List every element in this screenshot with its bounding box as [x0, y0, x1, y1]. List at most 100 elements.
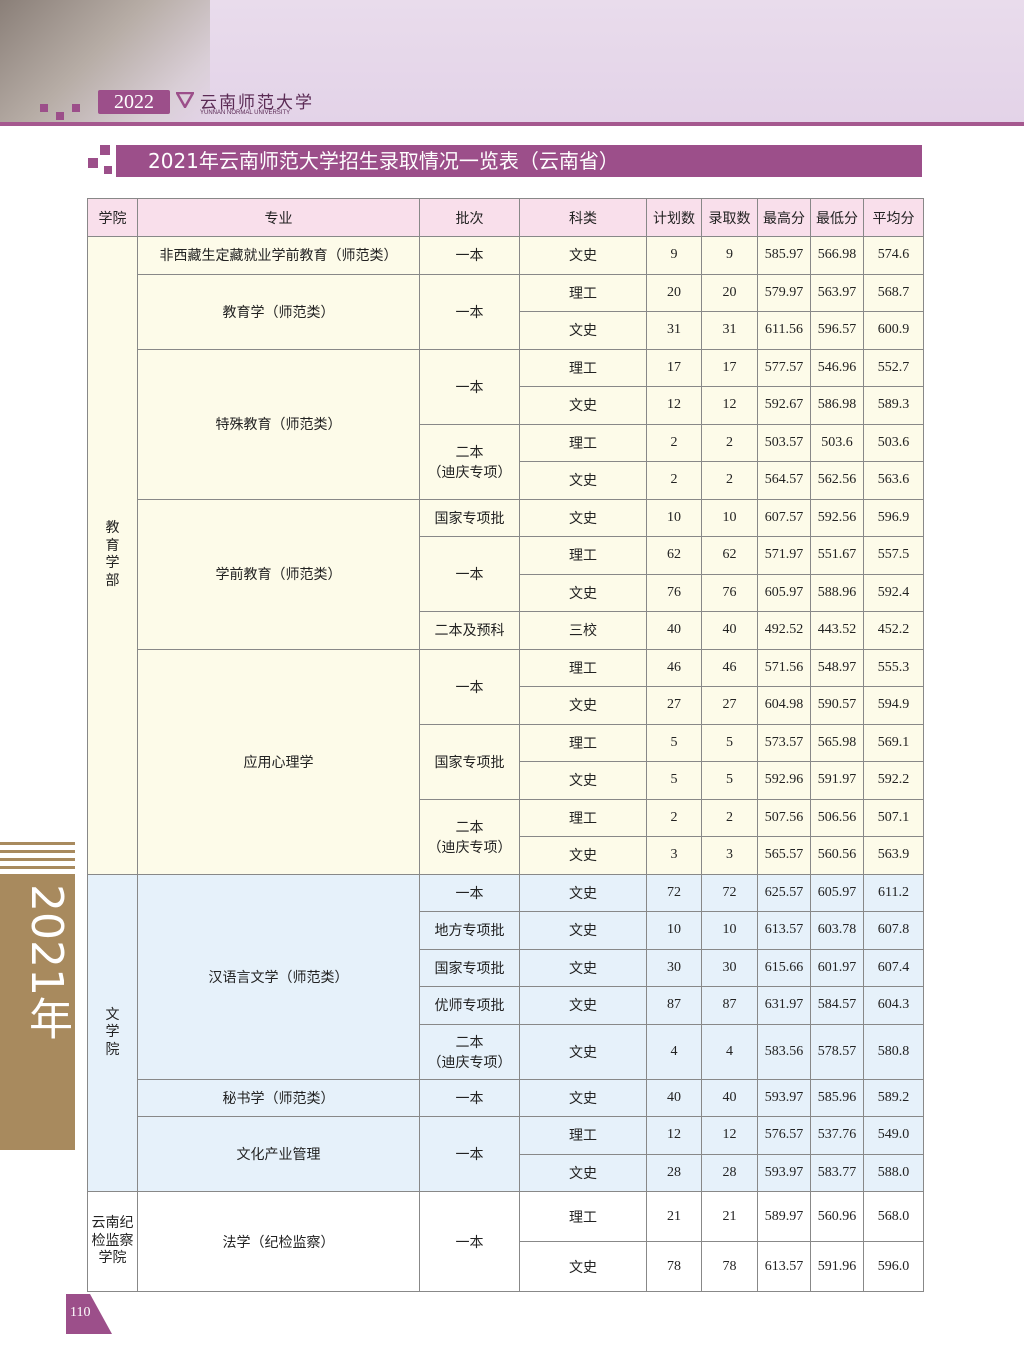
decor	[0, 842, 75, 845]
batch-cell: 一本	[419, 1078, 520, 1117]
plan: 46	[646, 648, 702, 687]
min-score: 548.97	[810, 648, 864, 687]
admitted: 78	[701, 1241, 758, 1292]
max-score: 607.57	[757, 498, 811, 537]
admitted: 40	[701, 1078, 758, 1117]
plan: 30	[646, 948, 702, 987]
column-header: 最高分	[757, 198, 811, 237]
admitted: 27	[701, 686, 758, 725]
min-score: 563.97	[810, 273, 864, 312]
subject: 理工	[519, 1191, 647, 1242]
subject: 文史	[519, 461, 647, 500]
subject: 理工	[519, 1116, 647, 1155]
admitted: 2	[701, 798, 758, 837]
side-band: 2021年	[0, 840, 75, 1150]
avg-score: 552.7	[863, 348, 924, 387]
admission-table: 学院 专业 批次 科类 计划数 录取数 最高分 最低分 平均分 教育学部 非西藏生定藏就业学前教育…	[87, 198, 924, 1292]
avg-score: 611.2	[863, 873, 924, 912]
subject: 文史	[519, 1078, 647, 1117]
table-row: 应用心理学 一本 理工 46 46 571.56 548.97 555.3	[87, 648, 924, 875]
min-score: 566.98	[810, 236, 864, 275]
batch-cell: 国家专项批	[419, 498, 520, 537]
page-number-bg	[66, 1294, 112, 1334]
avg-score: 589.2	[863, 1078, 924, 1117]
header-row: 学院 专业 批次 科类 计划数 录取数 最高分 最低分 平均分	[87, 198, 924, 237]
major-cell: 秘书学（师范类）	[137, 1078, 420, 1117]
major-cell: 应用心理学	[137, 648, 420, 875]
table-row: 文学院 汉语言文学（师范类） 一本 文史 72 72 625.57 605.97 611.2	[87, 873, 924, 1192]
max-score: 605.97	[757, 573, 811, 612]
subject: 理工	[519, 723, 647, 762]
plan: 3	[646, 836, 702, 875]
max-score: 625.57	[757, 873, 811, 912]
plan: 4	[646, 1023, 702, 1080]
subject: 文史	[519, 573, 647, 612]
admitted: 21	[701, 1191, 758, 1242]
admitted: 72	[701, 873, 758, 912]
table-row: 教育学部 非西藏生定藏就业学前教育（师范类） 一本 文史 9 9 585.97 566.98 5…	[87, 236, 924, 875]
major-cell: 学前教育（师范类）	[137, 498, 420, 650]
subject: 文史	[519, 948, 647, 987]
subject: 文史	[519, 1023, 647, 1080]
subject: 理工	[519, 536, 647, 575]
batch-cell: 国家专项批	[419, 723, 520, 800]
avg-score: 503.6	[863, 423, 924, 462]
max-score: 565.57	[757, 836, 811, 875]
max-score: 571.97	[757, 536, 811, 575]
plan: 10	[646, 498, 702, 537]
avg-score: 563.6	[863, 461, 924, 500]
decor	[40, 104, 48, 112]
plan: 87	[646, 986, 702, 1025]
avg-score: 574.6	[863, 236, 924, 275]
major-cell: 特殊教育（师范类）	[137, 348, 420, 500]
max-score: 577.57	[757, 348, 811, 387]
admitted: 2	[701, 461, 758, 500]
max-score: 585.97	[757, 236, 811, 275]
subject: 文史	[519, 873, 647, 912]
subject: 理工	[519, 348, 647, 387]
subject: 理工	[519, 648, 647, 687]
min-score: 586.98	[810, 386, 864, 425]
batch-cell: 一本	[419, 1116, 520, 1192]
table-row: 教育学（师范类） 一本 理工 20 20 579.97 563.97 568.7	[87, 273, 924, 350]
min-score: 591.96	[810, 1241, 864, 1292]
admitted: 17	[701, 348, 758, 387]
subject: 理工	[519, 273, 647, 312]
max-score: 593.97	[757, 1078, 811, 1117]
batch-cell: 一本	[419, 236, 520, 275]
avg-score: 549.0	[863, 1116, 924, 1155]
decor	[88, 158, 98, 168]
admitted: 12	[701, 1116, 758, 1155]
max-score: 571.56	[757, 648, 811, 687]
min-score: 591.97	[810, 761, 864, 800]
admitted: 46	[701, 648, 758, 687]
subject: 三校	[519, 611, 647, 650]
college-cell: 云南纪检监察学院	[87, 1191, 138, 1292]
major-cell: 教育学（师范类）	[137, 273, 420, 350]
plan: 12	[646, 1116, 702, 1155]
plan: 72	[646, 873, 702, 912]
table-row: 秘书学（师范类） 一本 文史 40 40 593.97 585.96 589.2	[87, 1078, 924, 1117]
column-header: 计划数	[646, 198, 702, 237]
avg-score: 589.3	[863, 386, 924, 425]
min-score: 584.57	[810, 986, 864, 1025]
batch-cell: 二本 （迪庆专项）	[419, 1023, 520, 1080]
min-score: 560.56	[810, 836, 864, 875]
max-score: 589.97	[757, 1191, 811, 1242]
min-score: 583.77	[810, 1153, 864, 1192]
plan: 2	[646, 423, 702, 462]
table-row: 云南纪检监察学院 法学（纪检监察） 一本 理工 21 21 589.97 560.96 568.…	[87, 1191, 924, 1292]
subject: 文史	[519, 911, 647, 950]
subject: 文史	[519, 386, 647, 425]
avg-score: 557.5	[863, 536, 924, 575]
avg-score: 596.9	[863, 498, 924, 537]
admitted: 76	[701, 573, 758, 612]
header-band: 2022 云南师范大学 YUNNAN NORMAL UNIVERSITY	[0, 0, 1024, 126]
min-score: 503.6	[810, 423, 864, 462]
subject: 文史	[519, 836, 647, 875]
admitted: 40	[701, 611, 758, 650]
table-row: 学前教育（师范类） 国家专项批 文史 10 10 607.57 592.56 596.9	[87, 498, 924, 650]
min-score: 562.56	[810, 461, 864, 500]
batch-cell: 优师专项批	[419, 986, 520, 1025]
